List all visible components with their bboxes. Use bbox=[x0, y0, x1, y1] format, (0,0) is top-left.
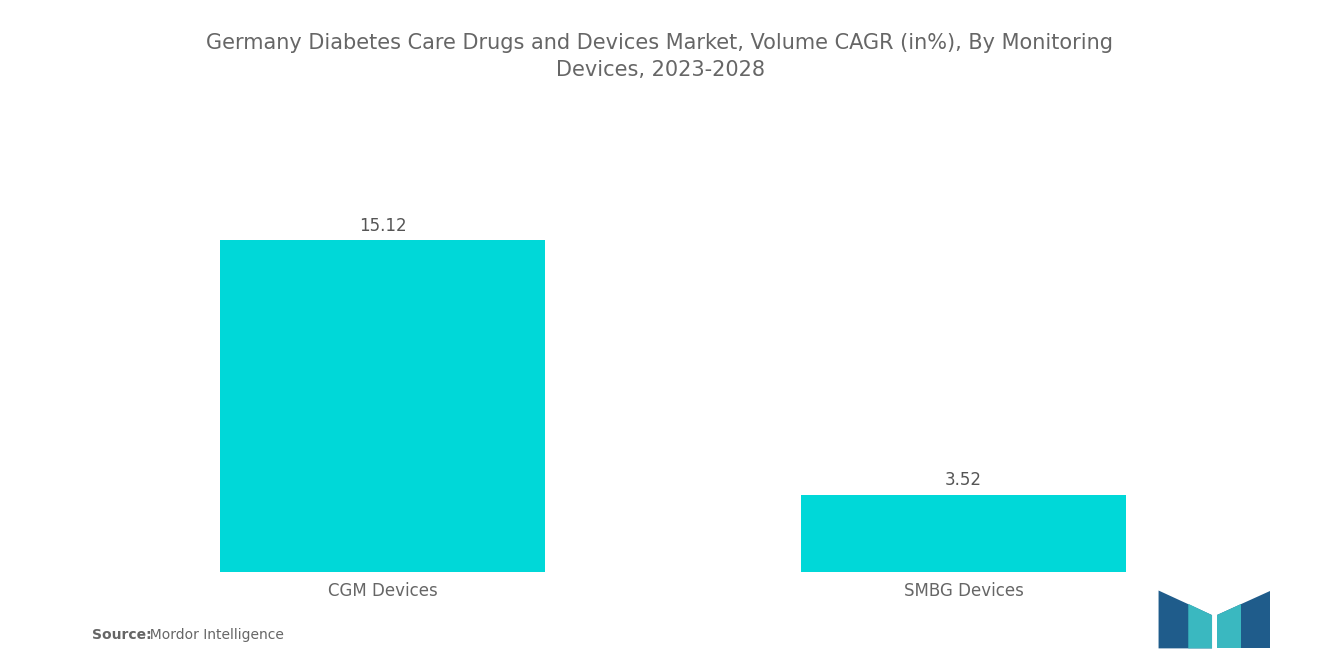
Polygon shape bbox=[1188, 604, 1212, 648]
Polygon shape bbox=[1159, 591, 1212, 648]
Text: Germany Diabetes Care Drugs and Devices Market, Volume CAGR (in%), By Monitoring: Germany Diabetes Care Drugs and Devices … bbox=[206, 33, 1114, 80]
Text: 15.12: 15.12 bbox=[359, 217, 407, 235]
Text: Source:: Source: bbox=[92, 628, 152, 642]
Bar bbox=[801, 495, 1126, 572]
Text: Mordor Intelligence: Mordor Intelligence bbox=[141, 628, 284, 642]
Polygon shape bbox=[1217, 591, 1270, 648]
Text: 3.52: 3.52 bbox=[945, 471, 982, 489]
Bar bbox=[220, 240, 545, 572]
Polygon shape bbox=[1217, 604, 1241, 648]
